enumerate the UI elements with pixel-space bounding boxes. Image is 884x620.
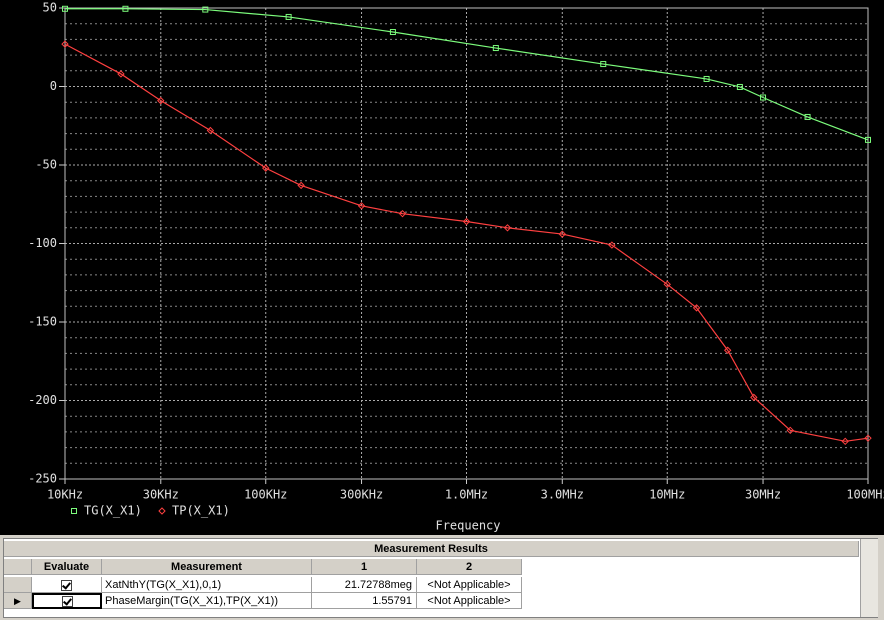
row-header (4, 559, 32, 575)
marker (663, 280, 671, 289)
column-header: 2 (417, 559, 522, 575)
marker (398, 209, 407, 218)
x-tick-label: 100KHz (244, 488, 287, 502)
measurement-panel: Measurement Results Evaluate Measurement… (3, 538, 878, 618)
evaluate-cell (32, 593, 102, 609)
x-tick-label: 30MHz (745, 488, 781, 502)
marker (864, 434, 872, 442)
column-header: Measurement (102, 559, 312, 575)
column-header: Evaluate (32, 559, 102, 575)
marker (600, 61, 607, 68)
value-cell: 1.55791 (312, 593, 417, 609)
series-line (65, 8, 869, 141)
marker (703, 75, 710, 82)
marker (117, 70, 125, 78)
measurement-cell: PhaseMargin(TG(X_X1),TP(X_X1)) (102, 593, 312, 609)
x-tick-label: 3.0MHz (541, 488, 584, 502)
marker (492, 45, 499, 52)
y-tick-label: 50 (43, 1, 57, 15)
y-tick-label: -100 (28, 236, 57, 250)
marker (389, 29, 396, 36)
plot-frame (64, 7, 869, 480)
x-tick-label: 100MHz (846, 488, 884, 502)
chart: Frequency 50 0 -50 -100 -150 -200 -250 10KHz 30K… (0, 0, 884, 535)
legend-marker (158, 507, 166, 515)
legend-label: TG(X_X1) (84, 504, 142, 518)
value-cell: <Not Applicable> (417, 593, 522, 609)
evaluate-cell (32, 577, 102, 593)
y-tick-label: 0 (50, 79, 57, 93)
marker (462, 217, 471, 226)
marker (692, 304, 701, 312)
marker (285, 13, 292, 20)
marker (206, 126, 215, 135)
marker (865, 136, 871, 143)
y-tick-label: -150 (28, 315, 57, 329)
checkbox[interactable] (61, 596, 73, 607)
y-tick-label: -50 (35, 158, 57, 172)
x-tick-label: 10KHz (47, 488, 83, 502)
marker (297, 181, 305, 190)
measurement-cell: XatNthY(TG(X_X1),0,1) (102, 577, 312, 593)
marker (357, 202, 366, 210)
marker (723, 346, 732, 354)
marker (841, 437, 849, 446)
marker (558, 230, 566, 238)
row-selector[interactable] (4, 577, 32, 593)
value-cell: 21.72788meg (312, 577, 417, 593)
checkbox[interactable] (61, 580, 72, 591)
chart-background (0, 0, 884, 535)
marker (736, 83, 743, 90)
y-tick-label: -250 (28, 472, 57, 486)
marker (804, 113, 811, 120)
series-line (64, 43, 869, 442)
marker (262, 164, 270, 172)
value-cell: <Not Applicable> (417, 577, 522, 593)
row-selector[interactable]: ▶ (4, 593, 32, 609)
x-tick-label: 1.0MHz (445, 488, 488, 502)
x-tick-label: 10MHz (649, 488, 685, 502)
x-axis-label: Frequency (435, 519, 500, 533)
marker (608, 241, 616, 249)
marker (786, 426, 794, 435)
x-tick-label: 300KHz (340, 488, 383, 502)
marker (760, 94, 767, 101)
table-title: Measurement Results (4, 541, 859, 557)
legend-label: TP(X_X1) (172, 504, 230, 518)
scrollbar[interactable] (860, 539, 878, 617)
column-header: 1 (312, 559, 417, 575)
marker (750, 393, 758, 402)
marker (503, 224, 512, 232)
marker (62, 5, 68, 12)
marker (61, 40, 69, 48)
x-tick-label: 30KHz (143, 488, 179, 502)
marker (122, 5, 129, 12)
y-tick-label: -200 (28, 393, 57, 407)
legend-marker (71, 508, 77, 514)
marker (202, 6, 209, 13)
marker (157, 96, 165, 105)
